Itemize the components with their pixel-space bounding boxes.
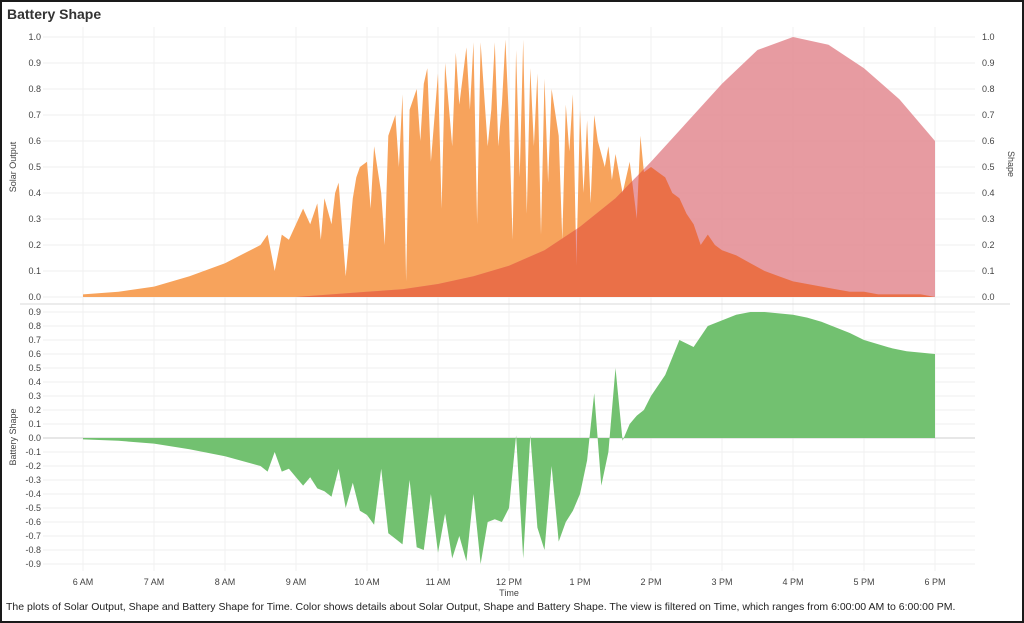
left-y-tick-label: 0.8 bbox=[28, 84, 41, 94]
left-y-tick-label: 0.0 bbox=[28, 292, 41, 302]
y-axis-label-shape: Shape bbox=[1006, 151, 1016, 177]
right-y-tick-label: 0.5 bbox=[982, 162, 995, 172]
x-tick-label: 10 AM bbox=[354, 577, 380, 587]
y-axis-label-solar-output: Solar Output bbox=[8, 141, 18, 192]
x-tick-label: 4 PM bbox=[782, 577, 803, 587]
bottom-y-tick-label: 0.0 bbox=[28, 433, 41, 443]
y-axis-label-battery-shape: Battery Shape bbox=[8, 408, 18, 465]
bottom-y-tick-label: -0.8 bbox=[25, 545, 41, 555]
right-y-tick-label: 0.0 bbox=[982, 292, 995, 302]
x-tick-label: 6 AM bbox=[73, 577, 94, 587]
bottom-y-tick-label: -0.5 bbox=[25, 503, 41, 513]
bottom-y-tick-label: 0.5 bbox=[28, 363, 41, 373]
x-tick-label: 9 AM bbox=[286, 577, 307, 587]
shape-area bbox=[83, 37, 935, 297]
right-y-tick-label: 0.7 bbox=[982, 110, 995, 120]
battery-shape-area bbox=[83, 312, 935, 564]
bottom-y-tick-label: -0.3 bbox=[25, 475, 41, 485]
right-y-tick-label: 0.3 bbox=[982, 214, 995, 224]
left-y-tick-label: 0.5 bbox=[28, 162, 41, 172]
bottom-y-tick-label: -0.2 bbox=[25, 461, 41, 471]
bottom-y-tick-label: -0.4 bbox=[25, 489, 41, 499]
x-axis-label-time: Time bbox=[499, 588, 519, 598]
bottom-y-tick-label: 0.7 bbox=[28, 335, 41, 345]
right-y-tick-label: 0.4 bbox=[982, 188, 995, 198]
right-y-tick-label: 0.2 bbox=[982, 240, 995, 250]
left-y-tick-label: 1.0 bbox=[28, 32, 41, 42]
bottom-y-tick-label: 0.2 bbox=[28, 405, 41, 415]
left-y-tick-label: 0.7 bbox=[28, 110, 41, 120]
left-y-tick-label: 0.1 bbox=[28, 266, 41, 276]
solar-output-area bbox=[83, 39, 935, 297]
left-y-tick-label: 0.3 bbox=[28, 214, 41, 224]
page-title: Battery Shape bbox=[7, 6, 102, 22]
bottom-y-tick-label: -0.1 bbox=[25, 447, 41, 457]
x-tick-label: 5 PM bbox=[853, 577, 874, 587]
x-tick-label: 7 AM bbox=[144, 577, 165, 587]
chart-caption: The plots of Solar Output, Shape and Bat… bbox=[6, 601, 956, 613]
bottom-y-tick-label: 0.3 bbox=[28, 391, 41, 401]
left-y-tick-label: 0.4 bbox=[28, 188, 41, 198]
x-tick-label: 8 AM bbox=[215, 577, 236, 587]
bottom-y-tick-label: 0.4 bbox=[28, 377, 41, 387]
bottom-y-tick-label: -0.7 bbox=[25, 531, 41, 541]
x-tick-label: 6 PM bbox=[924, 577, 945, 587]
x-tick-label: 1 PM bbox=[569, 577, 590, 587]
x-tick-label: 11 AM bbox=[426, 577, 451, 587]
right-y-tick-label: 0.6 bbox=[982, 136, 995, 146]
x-tick-label: 3 PM bbox=[711, 577, 732, 587]
bottom-y-tick-label: 0.8 bbox=[28, 321, 41, 331]
bottom-y-tick-label: 0.6 bbox=[28, 349, 41, 359]
right-y-tick-label: 0.9 bbox=[982, 58, 995, 68]
left-y-tick-label: 0.9 bbox=[28, 58, 41, 68]
bottom-y-tick-label: -0.6 bbox=[25, 517, 41, 527]
bottom-y-tick-label: 0.9 bbox=[28, 307, 41, 317]
left-y-tick-label: 0.6 bbox=[28, 136, 41, 146]
x-tick-label: 2 PM bbox=[640, 577, 661, 587]
left-y-tick-label: 0.2 bbox=[28, 240, 41, 250]
bottom-y-tick-label: 0.1 bbox=[28, 419, 41, 429]
right-y-tick-label: 0.8 bbox=[982, 84, 995, 94]
x-tick-label: 12 PM bbox=[496, 577, 522, 587]
bottom-y-tick-label: -0.9 bbox=[25, 559, 41, 569]
right-y-tick-label: 0.1 bbox=[982, 266, 995, 276]
right-y-tick-label: 1.0 bbox=[982, 32, 995, 42]
